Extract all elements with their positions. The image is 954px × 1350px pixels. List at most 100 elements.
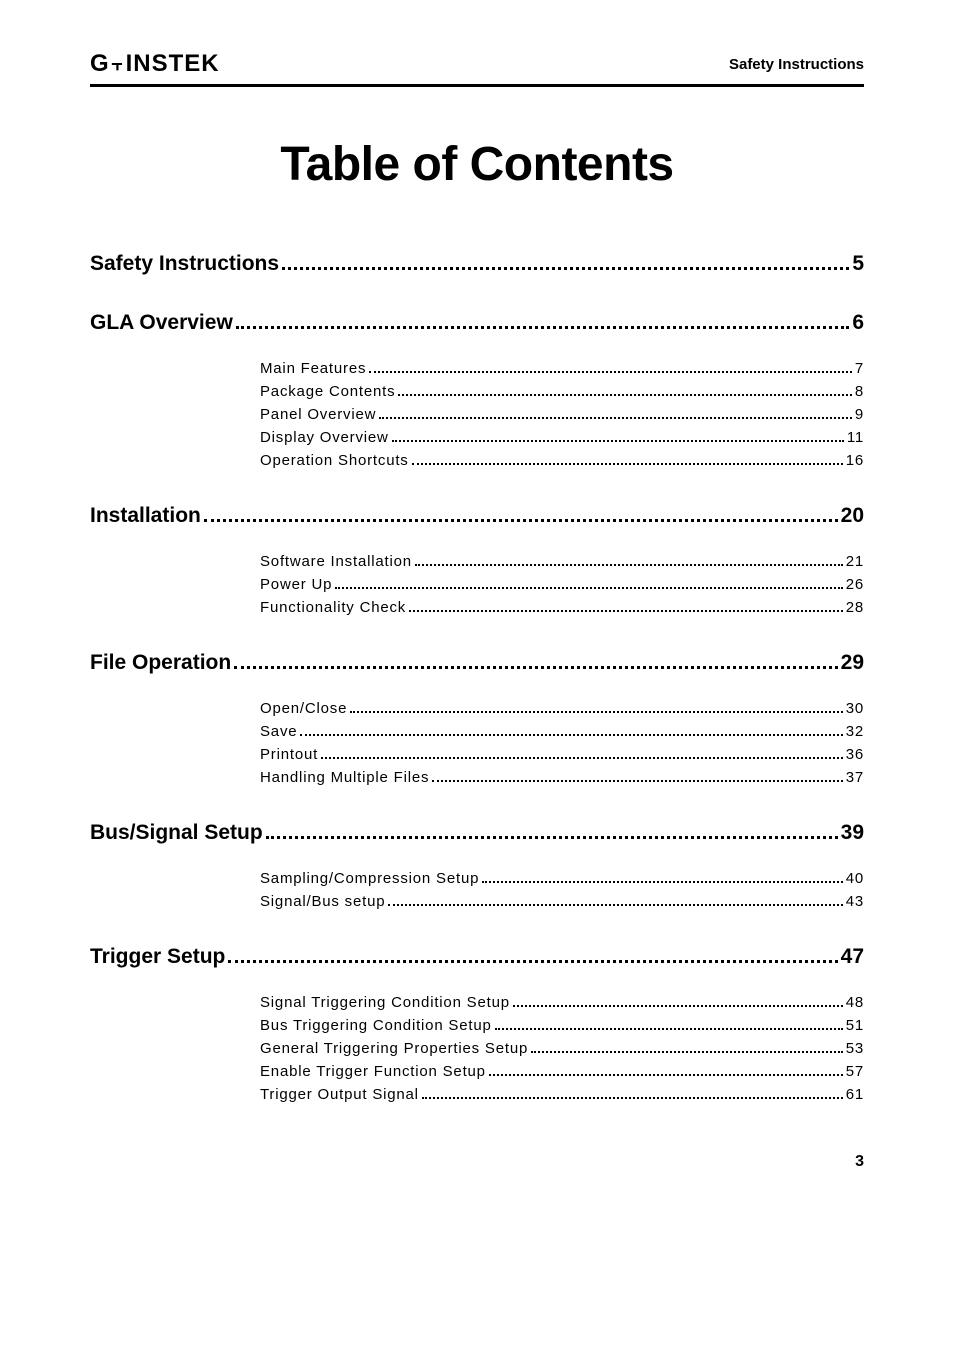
toc-leader-dots [266, 836, 838, 839]
toc-leader-dots [335, 587, 842, 589]
toc-sub-title: Save [260, 723, 297, 740]
toc-leader-dots [388, 904, 842, 906]
toc-sub-entry: Signal Triggering Condition Setup 48 [260, 994, 864, 1011]
toc-sub-page: 36 [846, 746, 864, 763]
toc-leader-dots [513, 1005, 843, 1007]
toc-sub-title: Main Features [260, 360, 366, 377]
toc-leader-dots [392, 440, 844, 442]
toc-sub-page: 16 [846, 452, 864, 469]
toc-leader-dots [350, 711, 842, 713]
toc-sub-title: Bus Triggering Condition Setup [260, 1017, 492, 1034]
toc-main-page: 29 [841, 651, 864, 675]
toc-section: Bus/Signal Setup 39 Sampling/Compression S… [90, 821, 864, 910]
toc-sub-entry: Handling Multiple Files37 [260, 769, 864, 786]
page-header: G ⫟ INSTEK Safety Instructions [90, 50, 864, 87]
toc-leader-dots [398, 394, 851, 396]
toc-main-title: Trigger Setup [90, 945, 225, 969]
toc-sub-page: 28 [846, 599, 864, 616]
toc-main-page: 20 [841, 504, 864, 528]
toc-section: Safety Instructions5 [90, 252, 864, 276]
toc-main-title: GLA Overview [90, 311, 233, 335]
toc-leader-dots [495, 1028, 843, 1030]
toc-sub-title: Enable Trigger Function Setup [260, 1063, 486, 1080]
toc-main-title: File Operation [90, 651, 231, 675]
brand-g: G [90, 50, 110, 78]
brand-u: ⫟ [112, 54, 124, 75]
toc-sub-page: 43 [846, 893, 864, 910]
toc-sub-entry: Printout 36 [260, 746, 864, 763]
toc-sub-entry: Software Installation 21 [260, 553, 864, 570]
toc-sub-title: Printout [260, 746, 318, 763]
page-title: Table of Contents [90, 137, 864, 192]
toc-sub-entry: Bus Triggering Condition Setup51 [260, 1017, 864, 1034]
page-number: 3 [90, 1153, 864, 1171]
toc-sub-title: General Triggering Properties Setup [260, 1040, 528, 1057]
toc-main-title: Installation [90, 504, 201, 528]
toc-leader-dots [489, 1074, 843, 1076]
toc-main-entry: Bus/Signal Setup 39 [90, 821, 864, 845]
toc-sub-entry: Functionality Check 28 [260, 599, 864, 616]
toc-sub-entry: Panel Overview9 [260, 406, 864, 423]
toc-sub-entry: Power Up 26 [260, 576, 864, 593]
toc-sub-page: 11 [847, 429, 864, 446]
toc-leader-dots [432, 780, 842, 782]
toc-main-entry: Safety Instructions5 [90, 252, 864, 276]
toc-sub-page: 21 [846, 553, 864, 570]
toc-sub-title: Signal Triggering Condition Setup [260, 994, 510, 1011]
toc-sub-page: 26 [846, 576, 864, 593]
toc-sub-page: 7 [855, 360, 864, 377]
toc-sub-page: 9 [855, 406, 864, 423]
toc-sub-entry: General Triggering Properties Setup53 [260, 1040, 864, 1057]
toc-sub-title: Signal/Bus setup [260, 893, 385, 910]
toc-main-page: 47 [841, 945, 864, 969]
toc-sub-title: Package Contents [260, 383, 395, 400]
toc-sub-title: Open/Close [260, 700, 347, 717]
toc-sub-entry: Main Features 7 [260, 360, 864, 377]
toc-sub-page: 30 [846, 700, 864, 717]
toc-sub-entry: Open/Close 30 [260, 700, 864, 717]
toc-leader-dots [422, 1097, 843, 1099]
toc-sub-page: 40 [846, 870, 864, 887]
toc-sub-page: 57 [846, 1063, 864, 1080]
toc-sub-entry: Sampling/Compression Setup 40 [260, 870, 864, 887]
toc-leader-dots [531, 1051, 843, 1053]
toc-leader-dots [379, 417, 852, 419]
toc-main-page: 6 [852, 311, 864, 335]
toc-leader-dots [409, 610, 843, 612]
toc-sub-title: Sampling/Compression Setup [260, 870, 479, 887]
toc-main-page: 39 [841, 821, 864, 845]
toc-leader-dots [412, 463, 843, 465]
toc-container: Safety Instructions5 GLA Overview 6 Main Fe… [90, 252, 864, 1103]
toc-sub-entry: Package Contents 8 [260, 383, 864, 400]
toc-section: GLA Overview 6 Main Features 7 Package Conte… [90, 311, 864, 469]
toc-main-entry: File Operation 29 [90, 651, 864, 675]
header-section-title: Safety Instructions [729, 56, 864, 73]
toc-section: Installation 20 Software Installation 21 Pow… [90, 504, 864, 616]
toc-leader-dots [415, 564, 843, 566]
toc-sub-title: Functionality Check [260, 599, 406, 616]
toc-leader-dots [369, 371, 852, 373]
toc-main-entry: Installation 20 [90, 504, 864, 528]
toc-sub-title: Operation Shortcuts [260, 452, 409, 469]
toc-section: File Operation 29 Open/Close 30 Save 32 Printo… [90, 651, 864, 786]
toc-sub-entry: Display Overview11 [260, 429, 864, 446]
brand-logo: G ⫟ INSTEK [90, 50, 220, 78]
toc-leader-dots [236, 326, 850, 329]
toc-sub-page: 32 [846, 723, 864, 740]
toc-leader-dots [204, 519, 838, 522]
toc-sub-page: 48 [846, 994, 864, 1011]
toc-sub-title: Power Up [260, 576, 332, 593]
toc-section: Trigger Setup 47 Signal Triggering Conditi… [90, 945, 864, 1103]
toc-leader-dots [300, 734, 842, 736]
toc-sub-page: 8 [855, 383, 864, 400]
toc-sub-entry: Trigger Output Signal61 [260, 1086, 864, 1103]
toc-sub-entry: Signal/Bus setup 43 [260, 893, 864, 910]
toc-sub-title: Software Installation [260, 553, 412, 570]
toc-leader-dots [482, 881, 842, 883]
toc-main-title: Bus/Signal Setup [90, 821, 263, 845]
toc-leader-dots [321, 757, 843, 759]
toc-sub-title: Trigger Output Signal [260, 1086, 419, 1103]
toc-sub-entry: Save 32 [260, 723, 864, 740]
toc-leader-dots [234, 666, 837, 669]
toc-sub-entry: Enable Trigger Function Setup 57 [260, 1063, 864, 1080]
